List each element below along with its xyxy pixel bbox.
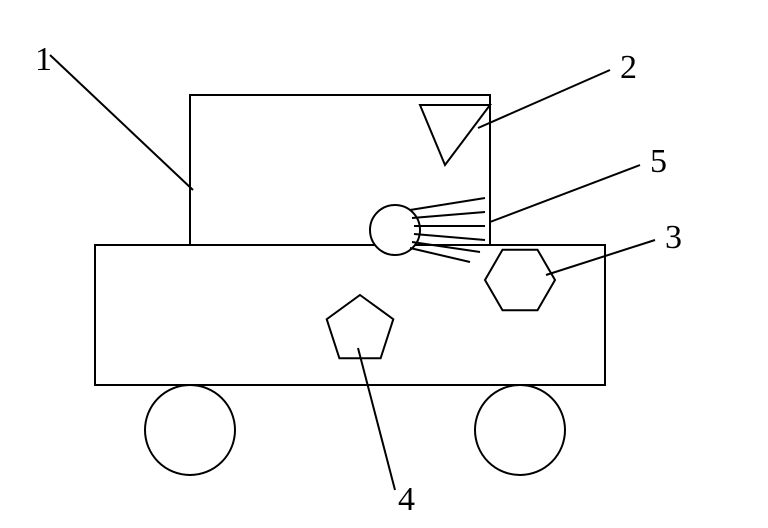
callout-5-leader bbox=[490, 165, 640, 222]
lower-body bbox=[95, 245, 605, 385]
callout-3-label: 3 bbox=[665, 219, 682, 256]
callout-1-leader bbox=[50, 55, 193, 190]
part-2-triangle bbox=[420, 105, 490, 165]
part-3-hexagon bbox=[485, 250, 555, 311]
callout-5-label: 5 bbox=[650, 143, 667, 180]
callout-4-label: 4 bbox=[398, 481, 415, 518]
part-5-circle bbox=[370, 205, 420, 255]
wheel-left bbox=[145, 385, 235, 475]
callout-2-leader bbox=[478, 70, 610, 128]
callout-4-leader bbox=[358, 348, 395, 490]
part-4-pentagon bbox=[327, 295, 394, 358]
callout-2-label: 2 bbox=[620, 49, 637, 86]
upper-body bbox=[190, 95, 490, 245]
callout-1-label: 1 bbox=[35, 41, 52, 78]
part-5-fan bbox=[410, 198, 485, 262]
wheel-right bbox=[475, 385, 565, 475]
